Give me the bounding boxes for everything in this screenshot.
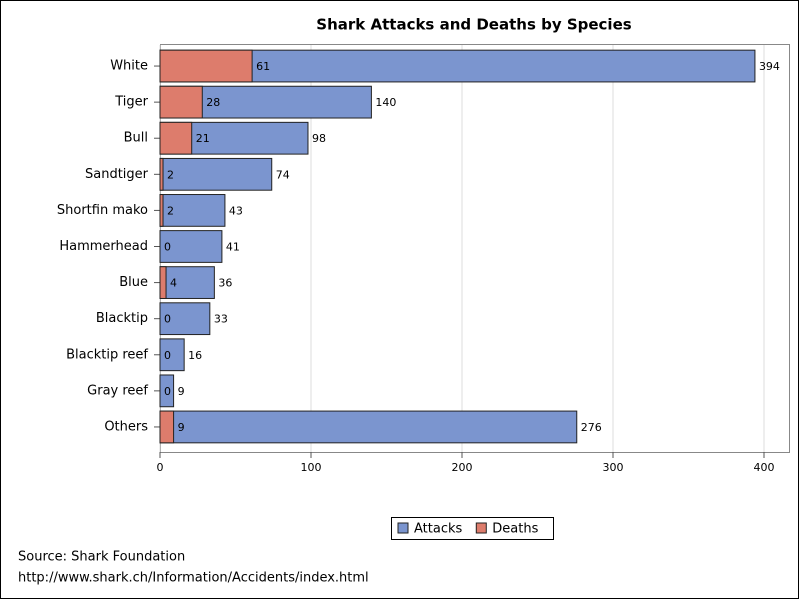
value-label: 0 (164, 385, 171, 398)
bar (159, 410, 578, 444)
value-label: 16 (188, 349, 202, 362)
bar (159, 338, 185, 372)
value-label: 74 (276, 168, 290, 181)
grid: 0 100 200 300 400WhiteTigerBullSandtigerShor… (57, 45, 775, 474)
legend-box (391, 517, 554, 540)
bar (159, 230, 223, 263)
bar (159, 49, 756, 83)
value-label: 394 (759, 60, 780, 73)
value-label: 9 (178, 421, 185, 434)
footnote: Source: Shark Foundation (18, 550, 185, 565)
y-tick-label: Blacktip (96, 311, 148, 326)
x-tick-label: 400 (754, 461, 775, 474)
bar (159, 121, 193, 155)
y-tick-label: Blacktip reef (66, 347, 148, 362)
y-tick-label: Hammerhead (59, 239, 148, 254)
value-label: 0 (164, 313, 171, 326)
value-label: 2 (167, 204, 174, 217)
y-tick-label: Sandtiger (85, 167, 149, 182)
bar (159, 410, 175, 444)
y-tick-label: Shortfin mako (57, 203, 148, 218)
legend-label: Attacks (414, 522, 463, 537)
x-tick-label: 0 (157, 461, 164, 474)
bar (159, 266, 215, 299)
y-tick-label: Blue (119, 275, 148, 290)
y-tick-label: Tiger (114, 95, 148, 110)
value-label: 28 (206, 96, 220, 109)
y-tick-label: Others (104, 419, 148, 434)
x-tick-label: 300 (603, 461, 624, 474)
chart-title: Shark Attacks and Deaths by Species (316, 16, 631, 34)
x-tick-label: 200 (452, 461, 473, 474)
y-tick-label: White (110, 59, 148, 74)
value-label: 98 (312, 132, 326, 145)
bar (159, 302, 211, 336)
footnote: http://www.shark.ch/Information/Accident… (18, 571, 369, 586)
value-label: 9 (178, 385, 185, 398)
x-tick-label: 100 (301, 461, 322, 474)
value-label: 4 (170, 277, 177, 290)
bar (159, 157, 164, 191)
bar (159, 266, 167, 299)
bar (159, 374, 175, 408)
value-label: 21 (196, 132, 210, 145)
legend: Attacks Deaths (391, 517, 554, 540)
value-label: 41 (226, 241, 240, 254)
value-label: 140 (375, 96, 396, 109)
legend-swatch (475, 522, 487, 534)
bar (159, 157, 273, 191)
y-tick-label: Gray reef (87, 383, 148, 398)
bar (159, 194, 164, 227)
bar (159, 85, 203, 119)
legend-swatch (397, 522, 409, 534)
value-label: 0 (164, 349, 171, 362)
y-tick-label: Bull (124, 131, 148, 146)
value-label: 43 (229, 204, 243, 217)
value-label: 2 (167, 168, 174, 181)
value-label: 0 (164, 241, 171, 254)
value-label: 276 (581, 421, 602, 434)
bar (159, 49, 253, 83)
value-label: 36 (218, 277, 232, 290)
legend-label: Deaths (492, 522, 538, 537)
value-label: 33 (214, 313, 228, 326)
value-label: 61 (256, 60, 270, 73)
